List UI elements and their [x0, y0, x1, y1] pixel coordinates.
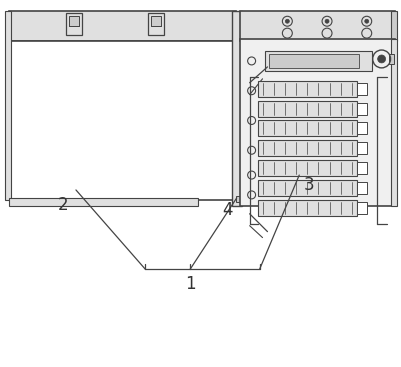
Bar	[257, 160, 356, 176]
Bar	[356, 103, 366, 115]
Bar	[356, 83, 366, 95]
Bar	[356, 142, 366, 154]
Bar	[66, 13, 82, 35]
Bar	[10, 11, 235, 41]
Bar	[257, 140, 356, 156]
Bar	[257, 200, 356, 216]
Bar	[257, 81, 356, 97]
Text: 1: 1	[184, 275, 195, 293]
Bar	[235, 196, 241, 202]
Text: 4: 4	[222, 201, 233, 219]
Bar	[356, 123, 366, 134]
Bar	[239, 39, 393, 206]
Circle shape	[324, 19, 328, 23]
Bar	[148, 13, 164, 35]
Bar	[6, 11, 11, 200]
Bar	[231, 11, 241, 206]
Bar	[257, 120, 356, 137]
Bar	[388, 54, 393, 64]
Bar	[264, 51, 371, 71]
Bar	[390, 11, 395, 41]
Bar	[69, 16, 79, 26]
Circle shape	[285, 19, 289, 23]
Bar	[356, 162, 366, 174]
Circle shape	[377, 55, 385, 63]
Bar	[257, 180, 356, 196]
Bar	[10, 41, 235, 200]
Bar	[151, 16, 161, 26]
Bar	[269, 54, 358, 68]
Bar	[356, 202, 366, 214]
Bar	[239, 11, 393, 41]
Bar	[257, 101, 356, 116]
Bar	[356, 182, 366, 194]
Bar	[390, 39, 395, 206]
Bar	[10, 198, 198, 206]
Circle shape	[364, 19, 368, 23]
Text: 2: 2	[58, 196, 68, 214]
Text: 3: 3	[303, 176, 314, 194]
